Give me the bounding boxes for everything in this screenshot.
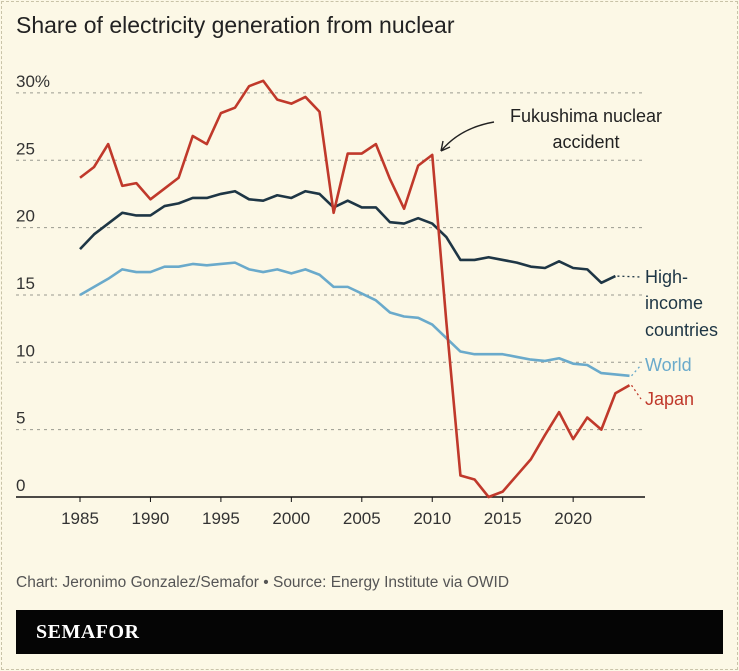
y-tick-label: 25 — [16, 139, 35, 158]
series-label-leader — [630, 384, 642, 400]
arrow-head-icon — [440, 140, 451, 152]
y-tick-label: 0 — [16, 476, 25, 495]
x-tick-label: 2000 — [272, 509, 310, 528]
series-label: countries — [645, 320, 718, 340]
x-tick-label: 1995 — [202, 509, 240, 528]
y-tick-label: 5 — [16, 409, 25, 428]
y-tick-label: 15 — [16, 274, 35, 293]
footer-bar: SEMAFOR — [16, 610, 723, 654]
semafor-logo: SEMAFOR — [36, 621, 140, 643]
series-label: World — [645, 355, 692, 375]
y-tick-label: 10 — [16, 341, 35, 360]
y-tick-label: 30% — [16, 72, 50, 91]
x-tick-label: 1985 — [61, 509, 99, 528]
x-tick-label: 2010 — [413, 509, 451, 528]
annotation-arrow — [440, 121, 495, 152]
series-line-japan — [79, 79, 631, 499]
y-tick-label: 20 — [16, 207, 35, 226]
series-label: Japan — [645, 389, 694, 409]
series-label-leader — [617, 275, 642, 278]
chart-title: Share of electricity generation from nuc… — [16, 12, 455, 38]
annotation-text: accident — [552, 132, 619, 152]
chart-credit: Chart: Jeronimo Gonzalez/Semafor • Sourc… — [16, 574, 510, 591]
x-tick-label: 2015 — [484, 509, 522, 528]
series-label: income — [645, 293, 703, 313]
series-label: High- — [645, 267, 688, 287]
x-tick-label: 2005 — [343, 509, 381, 528]
series-line-high-income-countries — [79, 189, 616, 285]
x-tick-label: 2020 — [554, 509, 592, 528]
x-tick-label: 1990 — [132, 509, 170, 528]
line-chart: 0 5 10 15 20 25 30% 1985 1990 1995 2000 2005 2010 201… — [16, 72, 718, 528]
series-line-world — [79, 261, 630, 378]
series-label-leader — [631, 364, 642, 377]
annotation-text: Fukushima nuclear — [510, 106, 662, 126]
